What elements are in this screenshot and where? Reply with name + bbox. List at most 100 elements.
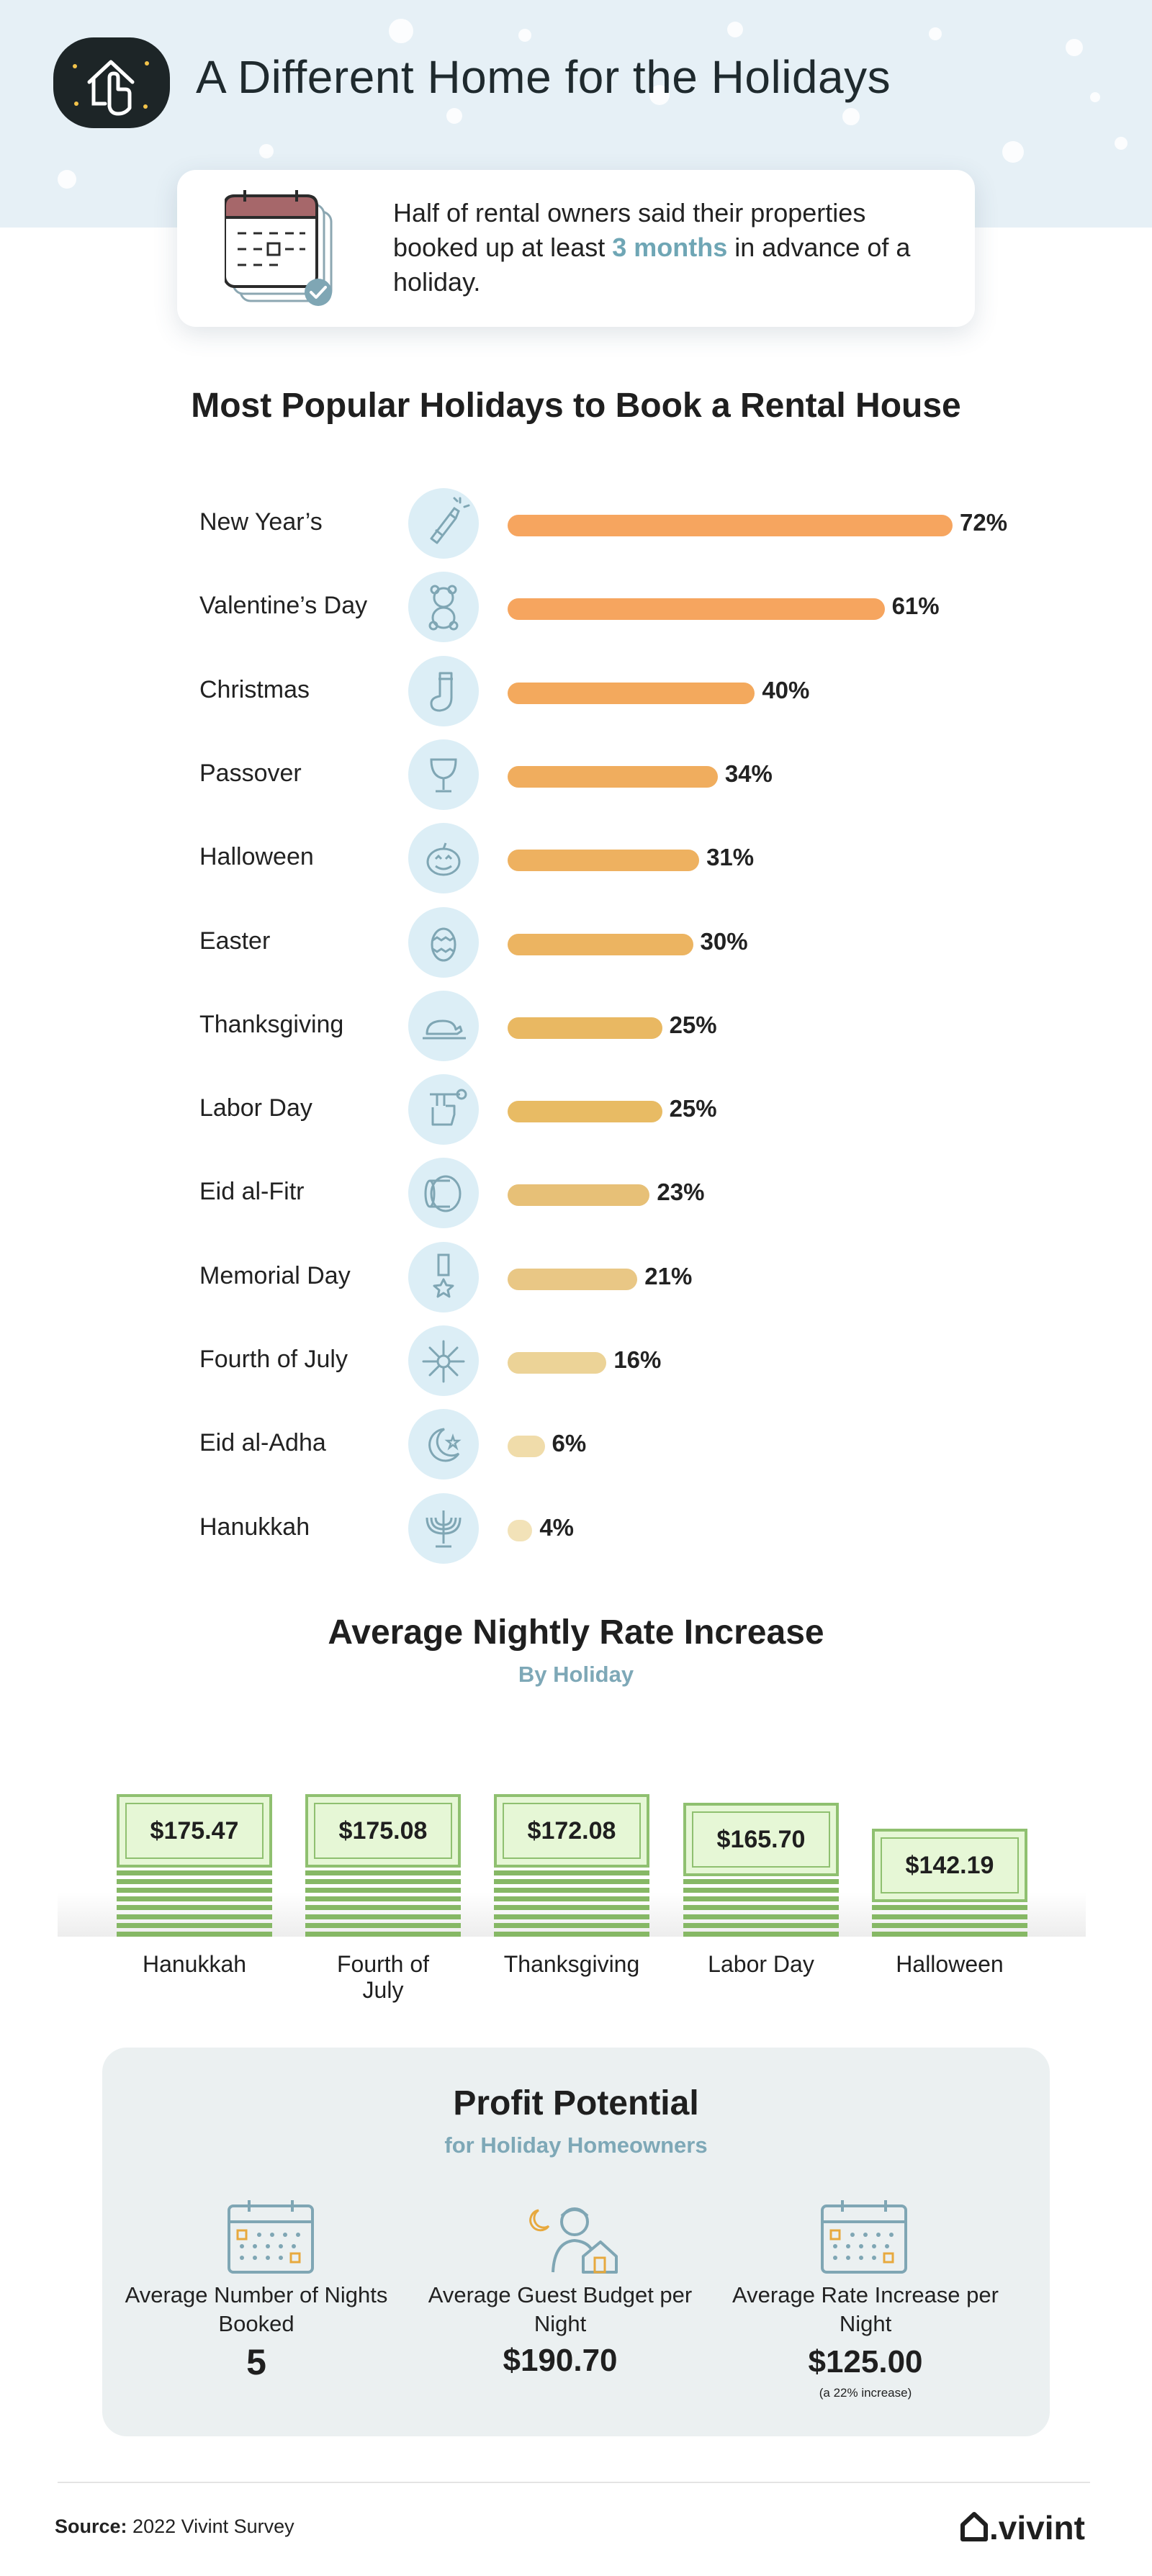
profit-value: 5: [246, 2342, 266, 2382]
holiday-bar: [508, 515, 953, 536]
holiday-row: Thanksgiving 25%: [0, 989, 1152, 1061]
fireworks-icon: [408, 1325, 479, 1396]
rate-value: $165.70: [716, 1825, 806, 1853]
profit-panel: Profit Potential for Holiday Homeowners …: [102, 2048, 1050, 2436]
holiday-row: Passover 34%: [0, 738, 1152, 810]
rate-value: $175.08: [338, 1816, 428, 1845]
bill-stripe: [494, 1870, 649, 1875]
bill-stripe: [683, 1888, 839, 1893]
pumpkin-icon: [408, 823, 479, 894]
calendar-stack-icon: [223, 190, 340, 312]
bill-stripe: [117, 1922, 272, 1928]
holiday-label: Labor Day: [199, 1094, 312, 1122]
holiday-bar: [508, 598, 885, 621]
profit-title: Profit Potential: [453, 2084, 699, 2122]
holiday-bar: [508, 1519, 533, 1541]
holiday-bar: [508, 1184, 650, 1207]
holiday-row: Eid al-Fitr 23%: [0, 1156, 1152, 1229]
holiday-row: Hanukkah 4%: [0, 1492, 1152, 1564]
bill-stripe: [683, 1922, 839, 1928]
bill-border: [314, 1802, 452, 1859]
holiday-row: Valentine’s Day 61%: [0, 570, 1152, 643]
bill-stripe: [305, 1932, 461, 1937]
bill-stripe: [683, 1932, 839, 1937]
bill-stripe: [117, 1888, 272, 1893]
brand-wordmark: .vivint: [989, 2509, 1085, 2546]
turkey-icon: [408, 990, 479, 1061]
holiday-bar: [508, 682, 755, 704]
holiday-row: Halloween 31%: [0, 821, 1152, 894]
bill-stripe: [305, 1896, 461, 1902]
profit-label: Average Guest Budget per Night: [428, 2282, 693, 2336]
bill-stripe: [872, 1932, 1027, 1937]
bill-stripe: [494, 1922, 649, 1928]
holiday-bar: [508, 933, 693, 955]
holiday-value: 21%: [644, 1262, 693, 1289]
profit-value: $190.70: [503, 2343, 618, 2378]
bill-stripe: [305, 1922, 461, 1928]
bill-stripe: [494, 1932, 649, 1937]
bill-stripe: [683, 1896, 839, 1902]
profit-note: (a 22% increase): [819, 2386, 912, 2400]
bill-stripe: [305, 1878, 461, 1884]
holiday-bar: [508, 1017, 662, 1039]
holiday-label: Hanukkah: [199, 1513, 310, 1541]
source-text: 2022 Vivint Survey: [132, 2516, 294, 2537]
holiday-bar: [508, 1436, 545, 1458]
holiday-value: 6%: [552, 1430, 587, 1457]
holiday-label: Valentine’s Day: [199, 592, 368, 620]
crescent-star-icon: [408, 1409, 479, 1480]
bill-stripe: [117, 1896, 272, 1902]
menorah-icon: [408, 1492, 479, 1564]
holiday-label: Thanksgiving: [199, 1010, 344, 1038]
champagne-icon: [408, 488, 479, 559]
holiday-label: Eid al-Fitr: [199, 1178, 305, 1206]
bill-stripe: [305, 1888, 461, 1893]
holiday-value: 4%: [539, 1513, 575, 1541]
dollar-bill: $175.47: [117, 1793, 272, 1868]
rate-category-label: Hanukkah: [142, 1951, 247, 1977]
holiday-bar: [508, 1268, 638, 1290]
medal-icon: [408, 1241, 479, 1312]
rate-category-label: Thanksgiving: [503, 1951, 640, 1977]
holiday-value: 72%: [960, 509, 1008, 536]
dollar-bill: $165.70: [683, 1802, 839, 1876]
bill-stripe: [305, 1905, 461, 1911]
guest-house-icon: [517, 2200, 618, 2275]
bill-stripe: [117, 1878, 272, 1884]
bill-stripe: [872, 1914, 1027, 1919]
bill-stripe: [683, 1914, 839, 1919]
holiday-bar: [508, 1101, 662, 1123]
rate-value: $142.19: [905, 1852, 994, 1880]
goblet-icon: [408, 739, 479, 810]
holiday-bar: [508, 1352, 607, 1374]
holiday-label: Easter: [199, 927, 271, 955]
summary-text: Half of rental owners said their propert…: [393, 196, 940, 300]
profit-subtitle: for Holiday Homeowners: [444, 2133, 708, 2158]
bill-stripe: [117, 1932, 272, 1937]
easter-egg-icon: [408, 906, 479, 978]
rate-category-label: Fourth of July: [336, 1951, 430, 2003]
bill-border: [503, 1802, 641, 1859]
holiday-value: 23%: [657, 1179, 705, 1206]
holiday-value: 40%: [762, 676, 810, 703]
rate-value: $172.08: [527, 1816, 616, 1845]
bill-stripe: [117, 1905, 272, 1911]
holiday-bar: [508, 850, 700, 872]
holiday-value: 16%: [613, 1346, 662, 1373]
profit-label: Average Number of Nights Booked: [125, 2282, 388, 2336]
bill-stripe: [117, 1914, 272, 1919]
holiday-row: Easter 30%: [0, 906, 1152, 978]
holiday-row: Memorial Day 21%: [0, 1240, 1152, 1312]
brand-logo: .vivint: [959, 2508, 1085, 2546]
bill-stripe: [683, 1878, 839, 1884]
rate-chart-title: Average Nightly Rate Increase: [328, 1613, 824, 1652]
bill-stripe: [872, 1905, 1027, 1911]
holiday-row: Fourth of July 16%: [0, 1324, 1152, 1396]
calendar-icon: [821, 2200, 907, 2275]
rate-category-label: Labor Day: [708, 1951, 814, 1977]
holiday-label: Eid al-Adha: [199, 1429, 326, 1457]
stocking-icon: [408, 655, 479, 726]
bill-stripe: [494, 1896, 649, 1902]
summary-text-after: in advance of a holiday.: [393, 233, 911, 297]
